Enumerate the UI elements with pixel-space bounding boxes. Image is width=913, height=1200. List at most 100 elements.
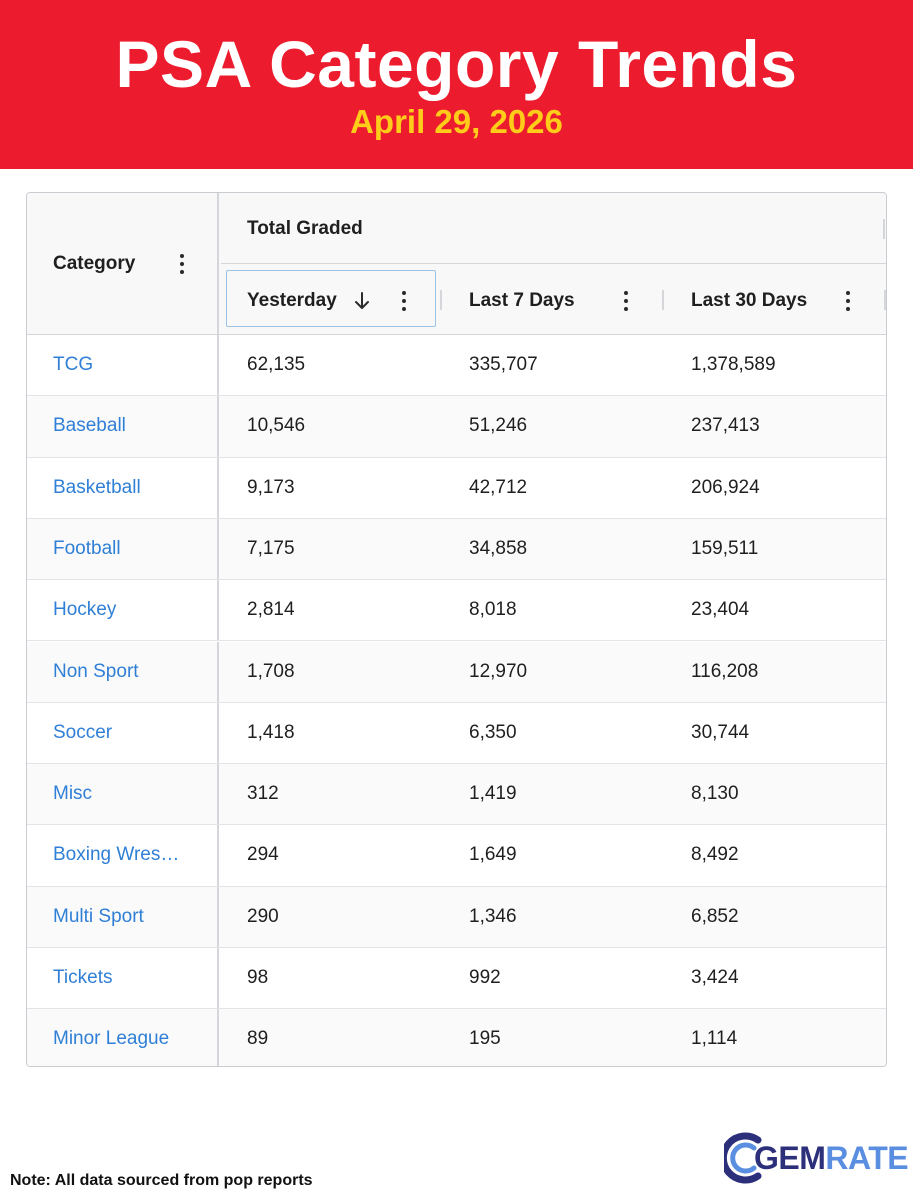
category-cell: Multi Sport bbox=[27, 886, 219, 947]
yesterday-cell: 294 bbox=[247, 844, 279, 866]
column-separator bbox=[662, 290, 664, 310]
last-7-days-cell: 12,970 bbox=[469, 660, 528, 682]
gemrate-logo-text: GEMRATE bbox=[754, 1140, 909, 1176]
data-grid: Category Total Graded Yesterday Last 7 D… bbox=[26, 192, 887, 1067]
last-30-days-cell: 116,208 bbox=[691, 660, 759, 682]
table-row[interactable]: Misc 312 1,419 8,130 bbox=[27, 764, 886, 826]
last-7-days-cell: 51,246 bbox=[469, 415, 528, 437]
yesterday-cell: 312 bbox=[247, 783, 279, 805]
table-row[interactable]: Minor League 89 195 1,114 bbox=[27, 1009, 886, 1066]
table-row[interactable]: Soccer 1,418 6,350 30,744 bbox=[27, 702, 886, 765]
category-link[interactable]: Baseball bbox=[53, 415, 126, 437]
title-banner: PSA Category Trends April 29, 2026 bbox=[0, 0, 913, 169]
column-separator bbox=[440, 290, 442, 310]
column-group-label: Total Graded bbox=[247, 218, 363, 239]
yesterday-cell: 98 bbox=[247, 967, 269, 988]
last-7-days-cell: 1,419 bbox=[469, 783, 517, 805]
yesterday-cell: 7,175 bbox=[247, 537, 295, 559]
yesterday-cell: 10,546 bbox=[247, 415, 306, 437]
category-cell: Non Sport bbox=[27, 641, 219, 702]
source-note: Note: All data sourced from pop reports bbox=[10, 1172, 313, 1189]
last-7-days-cell: 6,350 bbox=[469, 721, 517, 743]
report-date: April 29, 2026 bbox=[350, 103, 563, 140]
last-30-days-cell: 1,114 bbox=[691, 1028, 738, 1050]
last-7-days-cell: 8,018 bbox=[469, 599, 517, 621]
category-cell: Football bbox=[27, 518, 219, 580]
table-row[interactable]: Football 7,175 34,858 159,511 bbox=[27, 518, 886, 581]
last-7-days-cell: 42,712 bbox=[469, 476, 528, 498]
column-header-last-30-days[interactable]: Last 30 Days bbox=[665, 264, 886, 335]
last-30-days-cell: 8,130 bbox=[691, 783, 739, 805]
category-cell: Basketball bbox=[27, 457, 219, 518]
gemrate-logo: GEMRATE bbox=[724, 1128, 909, 1188]
table-row[interactable]: Multi Sport 290 1,346 6,852 bbox=[27, 886, 886, 948]
category-cell: Soccer bbox=[27, 702, 219, 764]
yesterday-cell: 89 bbox=[247, 1028, 269, 1050]
logo-text-rate: RATE bbox=[825, 1140, 909, 1176]
gemrate-c-logo-icon bbox=[724, 1132, 762, 1184]
yesterday-cell: 9,173 bbox=[247, 476, 295, 498]
yesterday-cell: 2,814 bbox=[247, 599, 295, 621]
table-row[interactable]: Boxing Wres… 294 1,649 8,492 bbox=[27, 825, 886, 887]
last-7-days-cell: 992 bbox=[469, 967, 501, 988]
last-30-days-cell: 3,424 bbox=[691, 967, 739, 988]
column-header-category-label: Category bbox=[53, 253, 136, 274]
last-7-days-cell: 335,707 bbox=[469, 354, 538, 375]
last-7-days-cell: 34,858 bbox=[469, 537, 528, 559]
logo-text-gem: GEM bbox=[754, 1140, 826, 1176]
last-30-days-cell: 206,924 bbox=[691, 476, 760, 498]
category-cell: TCG bbox=[27, 335, 219, 396]
last-7-days-cell: 195 bbox=[469, 1028, 501, 1050]
last-7-days-cell: 1,346 bbox=[469, 905, 517, 927]
last-30-days-cell: 8,492 bbox=[691, 844, 739, 866]
last-30-days-cell: 159,511 bbox=[691, 537, 759, 559]
category-link[interactable]: Boxing Wres… bbox=[53, 844, 180, 866]
category-link[interactable]: TCG bbox=[53, 354, 94, 375]
column-header-yesterday[interactable]: Yesterday bbox=[221, 264, 443, 335]
category-link[interactable]: Minor League bbox=[53, 1028, 170, 1050]
table-row[interactable]: TCG 62,135 335,707 1,378,589 bbox=[27, 335, 886, 397]
table-row[interactable]: Basketball 9,173 42,712 206,924 bbox=[27, 457, 886, 519]
last-30-days-cell: 237,413 bbox=[691, 415, 760, 437]
category-link[interactable]: Football bbox=[53, 537, 121, 559]
category-cell: Hockey bbox=[27, 580, 219, 641]
category-cell: Minor League bbox=[27, 1009, 219, 1066]
column-header-last-30-days-label: Last 30 Days bbox=[691, 290, 808, 311]
column-menu-icon[interactable] bbox=[845, 291, 851, 311]
grid-header: Category Total Graded Yesterday Last 7 D… bbox=[27, 193, 886, 335]
table-row[interactable]: Non Sport 1,708 12,970 116,208 bbox=[27, 641, 886, 703]
table-row[interactable]: Hockey 2,814 8,018 23,404 bbox=[27, 580, 886, 642]
column-header-yesterday-label: Yesterday bbox=[247, 290, 337, 311]
last-30-days-cell: 6,852 bbox=[691, 905, 739, 927]
last-30-days-cell: 1,378,589 bbox=[691, 354, 776, 375]
category-link[interactable]: Tickets bbox=[53, 967, 113, 988]
column-header-last-7-days-label: Last 7 Days bbox=[469, 290, 575, 311]
column-header-last-7-days[interactable]: Last 7 Days bbox=[443, 264, 665, 335]
arrow-down-icon[interactable] bbox=[353, 291, 371, 311]
column-separator bbox=[884, 290, 886, 310]
last-7-days-cell: 1,649 bbox=[469, 844, 517, 866]
category-link[interactable]: Misc bbox=[53, 783, 93, 805]
category-link[interactable]: Soccer bbox=[53, 721, 113, 743]
column-menu-icon[interactable] bbox=[401, 291, 407, 311]
yesterday-cell: 62,135 bbox=[247, 354, 306, 375]
category-cell: Misc bbox=[27, 764, 219, 825]
category-link[interactable]: Multi Sport bbox=[53, 905, 144, 927]
table-row[interactable]: Baseball 10,546 51,246 237,413 bbox=[27, 396, 886, 458]
focused-header-outline bbox=[226, 270, 436, 327]
column-menu-icon[interactable] bbox=[623, 291, 629, 311]
column-header-category[interactable]: Category bbox=[27, 193, 219, 335]
last-30-days-cell: 23,404 bbox=[691, 599, 750, 621]
category-link[interactable]: Basketball bbox=[53, 476, 141, 498]
last-30-days-cell: 30,744 bbox=[691, 721, 750, 743]
category-link[interactable]: Hockey bbox=[53, 599, 117, 621]
column-separator bbox=[883, 219, 885, 239]
category-link[interactable]: Non Sport bbox=[53, 660, 139, 682]
column-menu-icon[interactable] bbox=[179, 254, 185, 274]
yesterday-cell: 290 bbox=[247, 905, 279, 927]
page-title: PSA Category Trends bbox=[115, 27, 798, 101]
yesterday-cell: 1,708 bbox=[247, 660, 295, 682]
column-group-header-total-graded: Total Graded bbox=[221, 193, 886, 264]
yesterday-cell: 1,418 bbox=[247, 721, 295, 743]
table-row[interactable]: Tickets 98 992 3,424 bbox=[27, 948, 886, 1010]
